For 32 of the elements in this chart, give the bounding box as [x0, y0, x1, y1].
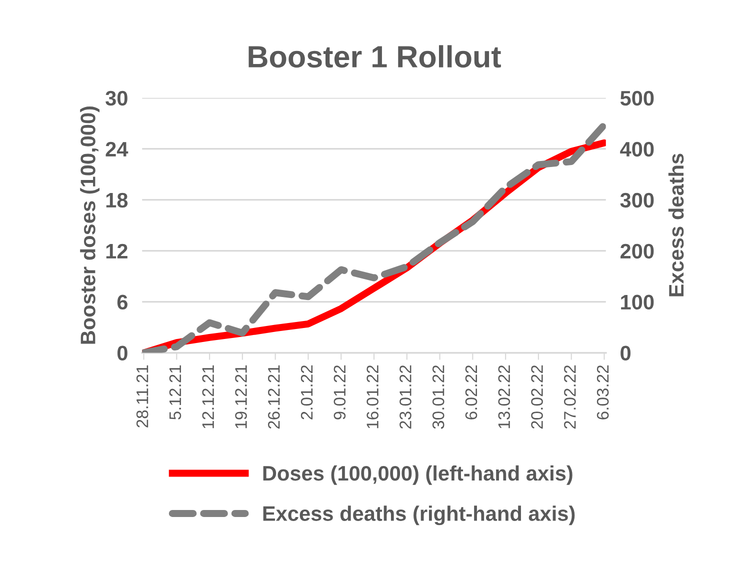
x-tick-label: 9.01.22 — [334, 365, 346, 420]
legend-label: Excess deaths (right-hand axis) — [263, 506, 575, 526]
y2-tick-label: 300 — [620, 192, 654, 208]
x-tick-label: 23.01.22 — [400, 365, 412, 429]
y2-tick-label: 100 — [621, 294, 654, 310]
x-tick-label: 6.02.22 — [465, 365, 478, 420]
y-tick-label: 12 — [106, 244, 128, 258]
y-tick-label: 6 — [117, 294, 128, 310]
y-tick-label: 18 — [106, 192, 128, 208]
y2-tick-label: 500 — [620, 90, 654, 106]
y2-tick-label: 0 — [620, 346, 630, 361]
x-tick-label: 28.11.21 — [136, 365, 148, 428]
y-tick-label: 0 — [117, 346, 128, 361]
chart-title: Booster 1 Rollout — [248, 45, 501, 68]
x-tick-label: 30.01.22 — [432, 365, 444, 429]
x-tick-label: 5.12.21 — [169, 365, 182, 420]
y-axis-title: Booster doses (100,000) — [80, 106, 100, 344]
x-tick-label: 26.12.21 — [268, 365, 280, 429]
y-tick-label: 24 — [106, 142, 128, 156]
x-tick-label: 27.02.22 — [564, 365, 576, 429]
y2-axis-title: Excess deaths — [668, 154, 684, 296]
y2-tick-label: 400 — [620, 142, 654, 157]
y2-tick-label: 200 — [620, 244, 654, 259]
x-tick-label: 20.02.22 — [531, 365, 543, 429]
y-tick-label: 30 — [106, 90, 128, 106]
legend-label: Doses (100,000) (left-hand axis) — [263, 465, 572, 485]
x-tick-label: 2.01.22 — [300, 365, 313, 420]
x-tick-label: 6.03.22 — [596, 365, 609, 420]
x-tick-label: 13.02.22 — [498, 365, 510, 428]
x-tick-label: 19.12.21 — [235, 365, 247, 428]
x-tick-label: 16.01.22 — [366, 365, 378, 428]
x-tick-label: 12.12.21 — [202, 365, 214, 428]
